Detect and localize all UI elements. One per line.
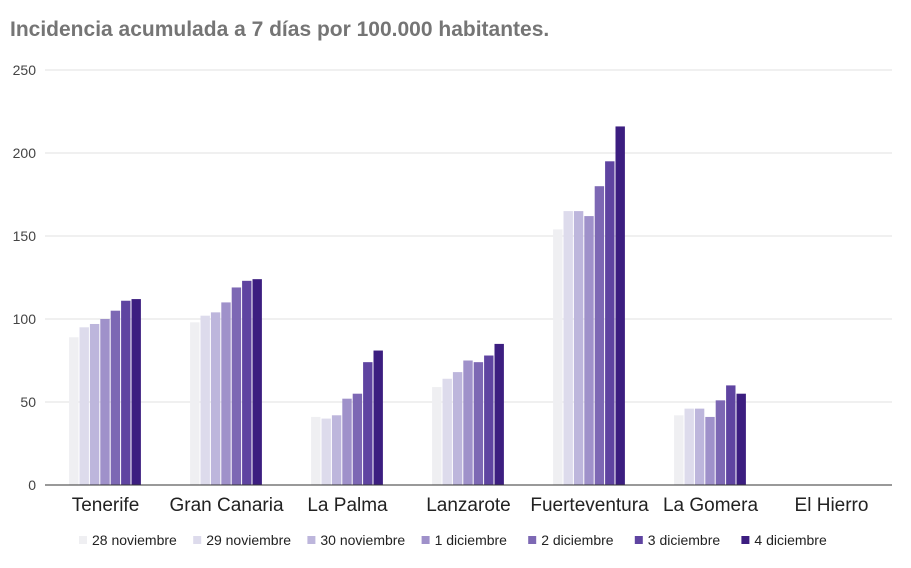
category-label: El Hierro [795,495,869,516]
y-tick-label: 200 [13,145,37,161]
bar [69,337,79,485]
bar [605,161,615,486]
bar [463,360,473,485]
bar [131,299,141,485]
bar [373,350,383,485]
bar [190,322,200,485]
bars [69,126,746,486]
bar [615,126,625,485]
bar [563,211,573,485]
legend-swatch [741,536,750,544]
category-label: Tenerife [72,495,140,516]
y-tick-label: 250 [13,62,37,78]
bar [442,378,452,485]
y-tick-label: 50 [20,394,36,410]
legend-swatch [79,536,87,544]
legend-item: 28 noviembre [79,532,177,548]
legend-swatch [421,536,430,544]
legend-item: 2 diciembre [528,532,614,548]
legend-label: 30 noviembre [320,532,405,548]
legend-item: 1 diciembre [421,532,508,548]
bar [726,385,736,485]
bar [705,416,715,485]
bar [694,408,705,485]
category-label: La Gomera [663,495,758,516]
bar [573,211,584,485]
y-tick-label: 0 [28,477,36,493]
category-label: Gran Canaria [169,495,283,516]
legend-swatch [307,536,316,544]
gridlines [45,69,892,403]
bar [494,343,504,485]
bar [352,393,363,485]
y-tick-label: 150 [13,228,37,244]
y-axis-ticks: 0 50 100 150 200 250 [13,62,37,493]
bar [584,216,594,485]
legend-swatch [193,536,202,544]
bar [121,300,131,485]
bar [331,415,342,485]
bar [110,310,121,485]
bar [200,315,210,485]
bar [736,393,746,485]
category-label: La Palma [307,495,388,516]
bar [321,418,331,485]
category-label: Fuerteventura [530,495,649,516]
bar [79,327,89,485]
bar [221,302,231,485]
bar [553,229,563,485]
bar [242,280,252,485]
y-tick-label: 100 [13,311,37,327]
bar [342,398,352,485]
legend-swatch [634,536,643,544]
bar [252,279,262,485]
bar [684,408,694,485]
bar [231,287,242,485]
bar [100,319,110,485]
bar [484,355,494,485]
bar [715,400,726,485]
bar [311,416,321,485]
legend-label: 4 diciembre [754,532,827,548]
legend-label: 28 noviembre [92,532,177,548]
legend-swatch [528,536,537,544]
bar [594,186,605,485]
legend-label: 1 diciembre [435,532,508,548]
category-label: Lanzarote [426,495,511,516]
bar [432,387,442,485]
legend-item: 30 noviembre [307,532,405,548]
legend-item: 29 noviembre [193,532,291,548]
legend: 28 noviembre 29 noviembre 30 noviembre 1 di… [79,532,827,548]
legend-item: 3 diciembre [634,532,721,548]
chart-title: Incidencia acumulada a 7 días por 100.00… [10,18,550,41]
legend-item: 4 diciembre [741,532,827,548]
bar [473,362,484,485]
bar [452,372,463,485]
legend-label: 29 noviembre [206,532,291,548]
x-axis-categories: Tenerife Gran Canaria La Palma Lanzarote Fue… [72,495,869,516]
legend-label: 2 diciembre [541,532,614,548]
bar [89,323,100,485]
bar [674,415,684,485]
bar [363,362,373,485]
bar [210,312,221,485]
legend-label: 3 diciembre [648,532,721,548]
